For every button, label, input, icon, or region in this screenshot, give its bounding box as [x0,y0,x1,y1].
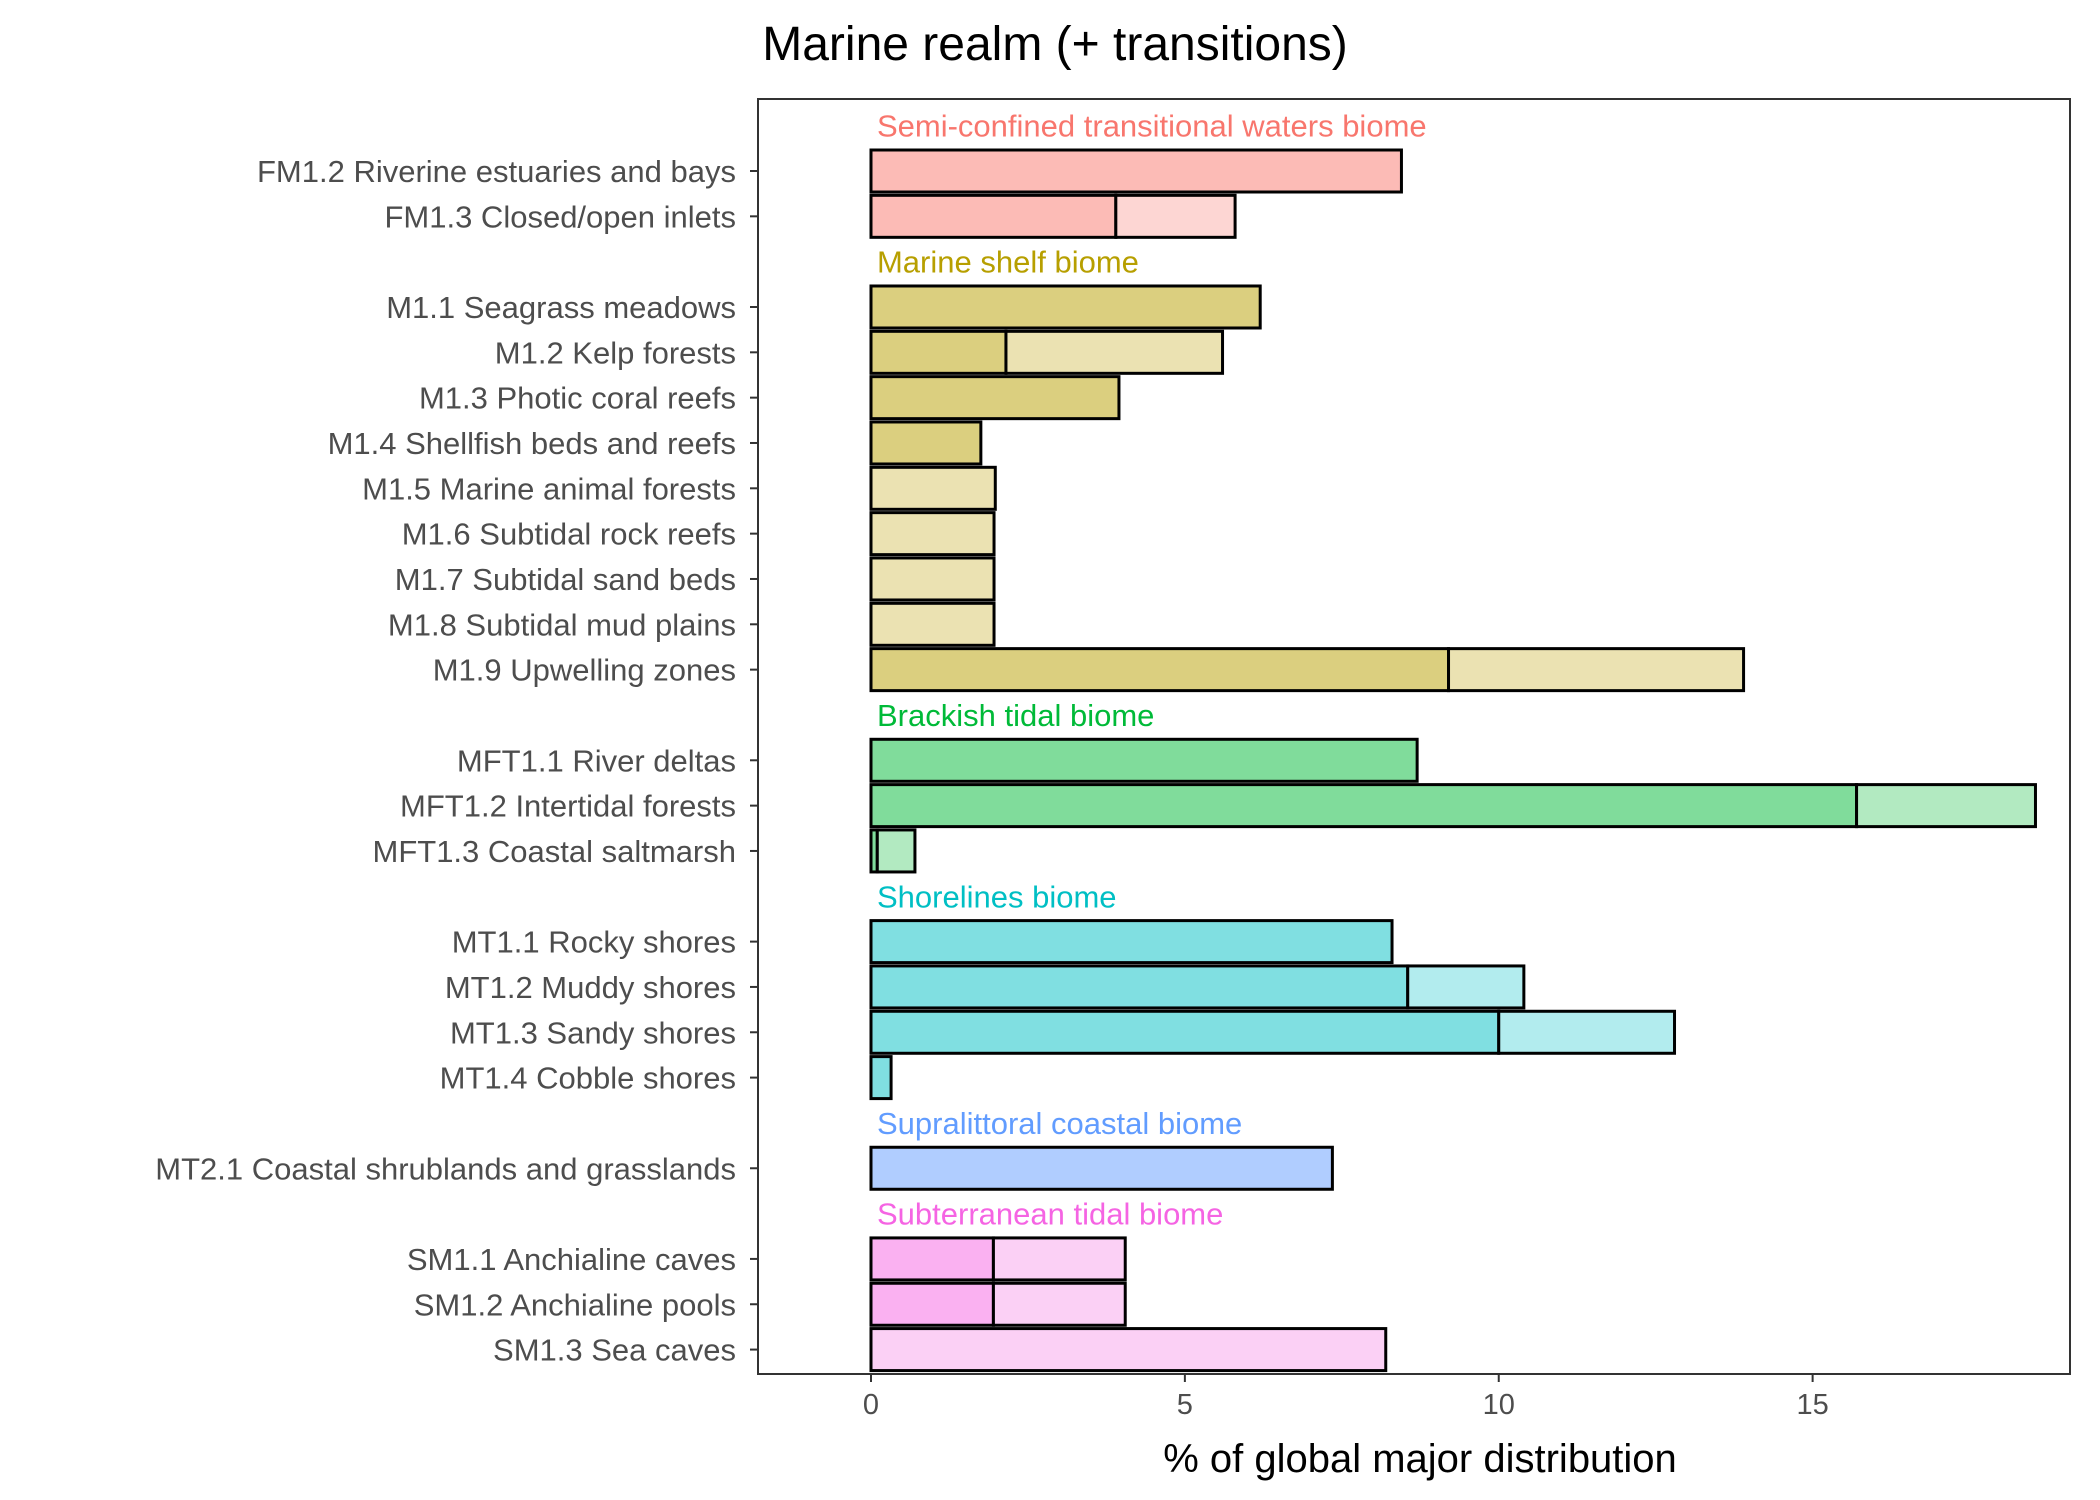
bar-major [869,964,1410,1010]
bar-minor [869,601,996,647]
category-label: M1.7 Subtidal sand beds [395,562,736,597]
bar-major [869,193,1118,239]
x-axis: 0 5 10 15 [863,1374,1829,1421]
plot-frame [757,98,2071,1375]
bar-major [869,1236,995,1282]
bar-major [869,148,1403,194]
group-label: Semi-confined transitional waters biome [877,109,1427,144]
bar-minor [1114,193,1237,239]
bar-minor [1447,647,1746,693]
category-label: M1.6 Subtidal rock reefs [402,517,736,552]
category-label: SM1.2 Anchialine pools [414,1287,736,1322]
bar-minor [1855,783,2037,829]
chart-title: Marine realm (+ transitions) [762,18,1348,71]
category-label: M1.1 Seagrass meadows [386,290,736,325]
category-label: FM1.3 Closed/open inlets [384,199,736,234]
category-label: MT1.1 Rocky shores [452,925,736,960]
category-label: M1.8 Subtidal mud plains [388,607,736,642]
x-tick-label: 5 [1177,1389,1193,1421]
bar-minor [869,511,996,557]
category-label: MT1.3 Sandy shores [450,1015,736,1050]
bar-major [869,783,1859,829]
category-label: M1.2 Kelp forests [495,335,736,370]
category-label: M1.5 Marine animal forests [362,471,736,506]
category-label: MT1.2 Muddy shores [445,970,736,1005]
category-label: MFT1.1 River deltas [457,743,736,778]
category-labels: FM1.2 Riverine estuaries and bays FM1.3 C… [155,154,758,1368]
bar-major [869,1145,1334,1191]
category-label: MT1.4 Cobble shores [440,1061,736,1096]
bar-minor [869,465,997,511]
x-tick-label: 15 [1796,1389,1828,1421]
bars-layer [869,148,2037,1373]
category-label: MT2.1 Coastal shrublands and grasslands [155,1151,736,1186]
group-labels: Semi-confined transitional waters biome M… [877,109,1427,1232]
category-label: M1.4 Shellfish beds and reefs [328,426,736,461]
group-label: Brackish tidal biome [877,698,1154,733]
bar-minor [991,1236,1127,1282]
bar-major [869,375,1121,421]
category-label: M1.3 Photic coral reefs [419,381,736,416]
category-label: MFT1.3 Coastal saltmarsh [373,834,737,869]
bar-minor [869,1327,1388,1373]
bar-major [869,284,1262,330]
bar-major [869,1055,893,1101]
category-label: M1.9 Upwelling zones [433,653,736,688]
bar-minor [1406,964,1526,1010]
bar-major [869,420,983,466]
bar-major [869,329,1008,375]
category-label: FM1.2 Riverine estuaries and bays [257,154,736,189]
group-label: Shorelines biome [877,879,1117,914]
category-label: SM1.3 Sea caves [493,1333,736,1368]
bar-minor [875,828,917,874]
x-axis-label: % of global major distribution [1163,1437,1677,1481]
group-label: Marine shelf biome [877,245,1139,280]
x-tick-label: 0 [863,1389,879,1421]
group-label: Supralittoral coastal biome [877,1106,1242,1141]
bar-major [869,1281,995,1327]
bar-major [869,647,1451,693]
group-label: Subterranean tidal biome [877,1197,1223,1232]
bar-minor [869,556,996,602]
category-label: SM1.1 Anchialine caves [407,1242,736,1277]
bar-minor [1004,329,1225,375]
bar-major [869,919,1394,965]
bar-major [869,1009,1501,1055]
bar-major [869,737,1419,783]
x-tick-label: 10 [1483,1389,1515,1421]
bar-minor [991,1281,1127,1327]
bar-minor [1497,1009,1677,1055]
category-label: MFT1.2 Intertidal forests [400,789,736,824]
